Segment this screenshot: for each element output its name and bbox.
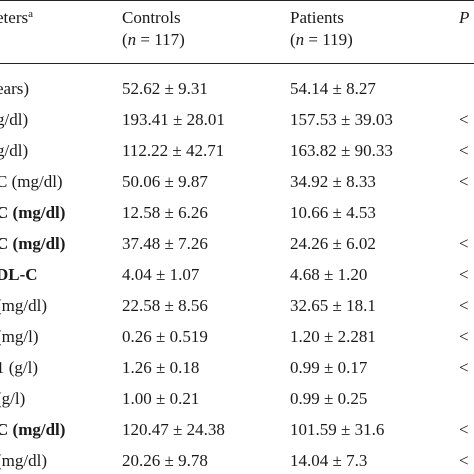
row-parameter: (g/l) xyxy=(0,389,26,408)
row-patients-value: 4.68 ± 1.20 xyxy=(290,265,368,284)
row-controls-value: 20.26 ± 9.78 xyxy=(122,451,208,470)
row-parameter: (mg/l) xyxy=(0,327,39,346)
row-controls-value: 37.48 ± 7.26 xyxy=(122,234,208,253)
row-controls-value: 4.04 ± 1.07 xyxy=(122,265,200,284)
row-patients-value: 0.99 ± 0.25 xyxy=(290,389,368,408)
row-parameter: C (mg/dl) xyxy=(0,234,66,253)
row-parameter: C (mg/dl) xyxy=(0,420,66,439)
row-controls-value: 12.58 ± 6.26 xyxy=(122,203,208,222)
row-controls-value: 1.00 ± 0.21 xyxy=(122,389,200,408)
row-controls-value: 193.41 ± 28.01 xyxy=(122,110,225,129)
row-p-value: < xyxy=(459,451,469,470)
patients-header: Patients xyxy=(290,8,344,27)
row-parameter: g/dl) xyxy=(0,110,29,129)
row-patients-value: 54.14 ± 8.27 xyxy=(290,79,376,98)
row-patients-value: 34.92 ± 8.33 xyxy=(290,172,376,191)
row-p-value: < xyxy=(459,358,469,377)
row-parameter: ears) xyxy=(0,79,30,98)
row-parameter: (mg/dl) xyxy=(0,451,47,470)
row-controls-value: 112.22 ± 42.71 xyxy=(122,141,225,160)
row-parameter: DL-C xyxy=(0,265,38,284)
row-patients-value: 24.26 ± 6.02 xyxy=(290,234,376,253)
row-patients-value: 14.04 ± 7.3 xyxy=(290,451,368,470)
row-parameter: (mg/dl) xyxy=(0,296,47,315)
row-patients-value: 163.82 ± 90.33 xyxy=(290,141,393,160)
row-patients-value: 10.66 ± 4.53 xyxy=(290,203,376,222)
row-p-value: < xyxy=(459,327,469,346)
row-p-value: < xyxy=(459,141,469,160)
row-p-value: < xyxy=(459,172,469,191)
row-controls-value: 52.62 ± 9.31 xyxy=(122,79,208,98)
controls-header: Controls xyxy=(122,8,181,27)
header-rule xyxy=(0,63,474,64)
row-p-value: < xyxy=(459,234,469,253)
row-parameter: 1 (g/l) xyxy=(0,358,39,377)
controls-n: (n = 117) xyxy=(122,30,185,49)
row-p-value: < xyxy=(459,296,469,315)
row-p-value: < xyxy=(459,420,469,439)
table-top-rule xyxy=(0,0,474,1)
row-p-value: < xyxy=(459,265,469,284)
row-parameter: g/dl) xyxy=(0,141,29,160)
row-controls-value: 0.26 ± 0.519 xyxy=(122,327,208,346)
row-parameter: C (mg/dl) xyxy=(0,172,63,191)
row-p-value: < xyxy=(459,110,469,129)
row-controls-value: 50.06 ± 9.87 xyxy=(122,172,208,191)
row-parameter: C (mg/dl) xyxy=(0,203,66,222)
patients-n: (n = 119) xyxy=(290,30,353,49)
p-value-header: P xyxy=(459,8,470,27)
parameters-header: etersa xyxy=(0,8,33,27)
row-controls-value: 22.58 ± 8.56 xyxy=(122,296,208,315)
row-patients-value: 157.53 ± 39.03 xyxy=(290,110,393,129)
row-controls-value: 120.47 ± 24.38 xyxy=(122,420,225,439)
row-patients-value: 1.20 ± 2.281 xyxy=(290,327,376,346)
row-patients-value: 0.99 ± 0.17 xyxy=(290,358,368,377)
row-controls-value: 1.26 ± 0.18 xyxy=(122,358,200,377)
row-patients-value: 101.59 ± 31.6 xyxy=(290,420,385,439)
row-patients-value: 32.65 ± 18.1 xyxy=(290,296,376,315)
